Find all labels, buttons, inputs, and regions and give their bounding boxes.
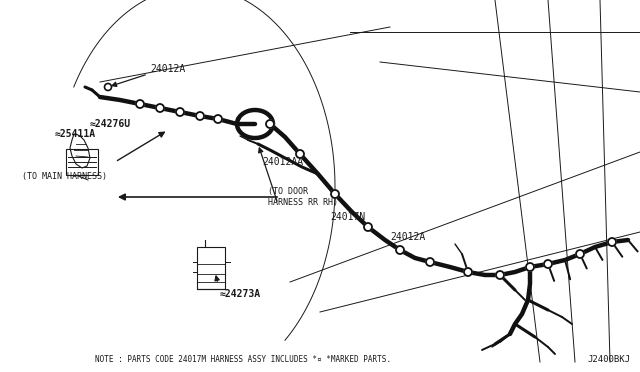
Circle shape: [176, 108, 184, 116]
Text: (TO MAIN HARNESS): (TO MAIN HARNESS): [22, 173, 107, 182]
Text: ≈24273A: ≈24273A: [220, 289, 261, 299]
Text: J2400BKJ: J2400BKJ: [587, 356, 630, 365]
Circle shape: [526, 263, 534, 271]
Circle shape: [426, 258, 434, 266]
Circle shape: [331, 190, 339, 198]
Circle shape: [544, 260, 552, 268]
Circle shape: [136, 100, 144, 108]
Circle shape: [396, 246, 404, 254]
Text: ≈25411A: ≈25411A: [55, 129, 96, 139]
Text: ≈24276U: ≈24276U: [90, 119, 131, 129]
Circle shape: [296, 150, 304, 158]
Text: NOTE : PARTS CODE 24017M HARNESS ASSY INCLUDES *¤ *MARKED PARTS.: NOTE : PARTS CODE 24017M HARNESS ASSY IN…: [95, 356, 391, 365]
Text: (TO DOOR
HARNESS RR RH): (TO DOOR HARNESS RR RH): [268, 187, 338, 208]
Text: 24012A: 24012A: [150, 64, 185, 74]
Circle shape: [214, 115, 222, 123]
Circle shape: [608, 238, 616, 246]
Circle shape: [266, 120, 274, 128]
Circle shape: [576, 250, 584, 258]
Text: 24012A: 24012A: [390, 232, 425, 242]
Circle shape: [156, 104, 164, 112]
Circle shape: [104, 83, 111, 90]
Text: 24012AA: 24012AA: [262, 157, 303, 167]
Circle shape: [196, 112, 204, 120]
Text: 24017N: 24017N: [330, 212, 365, 222]
Circle shape: [496, 271, 504, 279]
Circle shape: [364, 223, 372, 231]
Circle shape: [464, 268, 472, 276]
